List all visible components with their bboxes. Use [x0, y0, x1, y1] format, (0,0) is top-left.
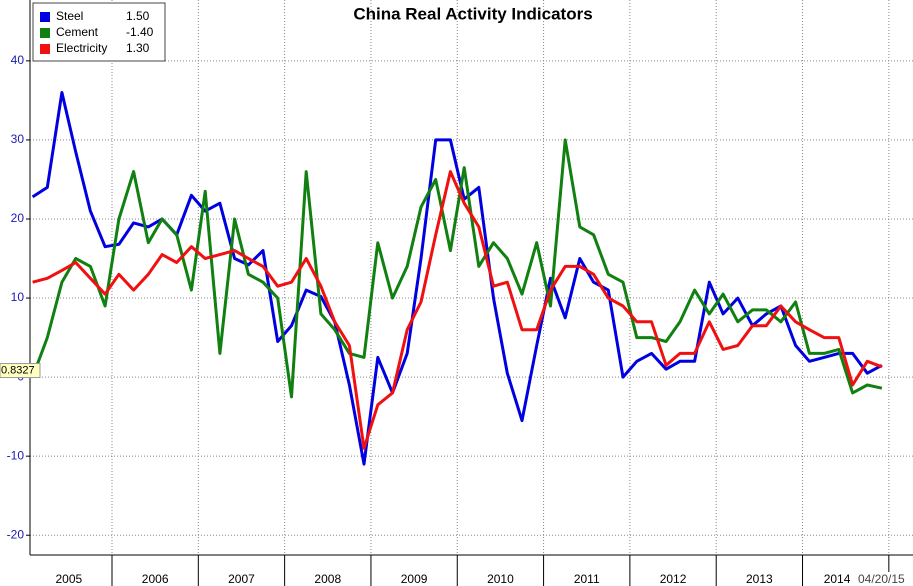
y-tick-label: 30 [11, 132, 25, 146]
y-tick-label: 20 [11, 211, 25, 225]
y-tick-label: -10 [7, 448, 25, 462]
x-tick-label: 2010 [487, 572, 514, 586]
legend-value: 1.30 [126, 41, 150, 55]
legend-value: 1.50 [126, 9, 150, 23]
annotation-label: 0.8327 [1, 364, 35, 376]
legend-label: Electricity [56, 41, 107, 55]
date-box [856, 572, 913, 586]
series-line [32, 170, 883, 450]
annotation-box [0, 363, 41, 379]
y-tick-label: 40 [11, 53, 25, 67]
legend-label: Cement [56, 25, 99, 39]
series-line [31, 138, 883, 399]
legend-box [32, 2, 166, 62]
legend-label: Steel [56, 9, 83, 23]
x-tick-label: 2013 [746, 572, 773, 586]
chart-title: China Real Activity Indicators [353, 4, 592, 23]
date-label: 04/20/15 [858, 572, 905, 586]
y-tick-label: -20 [7, 527, 25, 541]
x-tick-label: 2011 [574, 572, 600, 586]
legend: Steel 1.50 Cement -1.40 Electricity 1.30 [32, 2, 166, 62]
x-tick-label: 2009 [401, 572, 428, 586]
legend-value: -1.40 [126, 25, 154, 39]
legend-swatch [40, 28, 50, 38]
x-tick-label: 2012 [660, 572, 687, 586]
y-tick-label: 10 [11, 290, 25, 304]
legend-swatch [40, 44, 50, 54]
legend-swatch [40, 12, 50, 22]
x-tick-label: 2005 [55, 572, 82, 586]
x-tick-label: 2008 [314, 572, 341, 586]
x-tick-label: 2006 [142, 572, 169, 586]
x-tick-label: 2014 [824, 572, 851, 586]
x-tick-label: 2007 [228, 572, 255, 586]
